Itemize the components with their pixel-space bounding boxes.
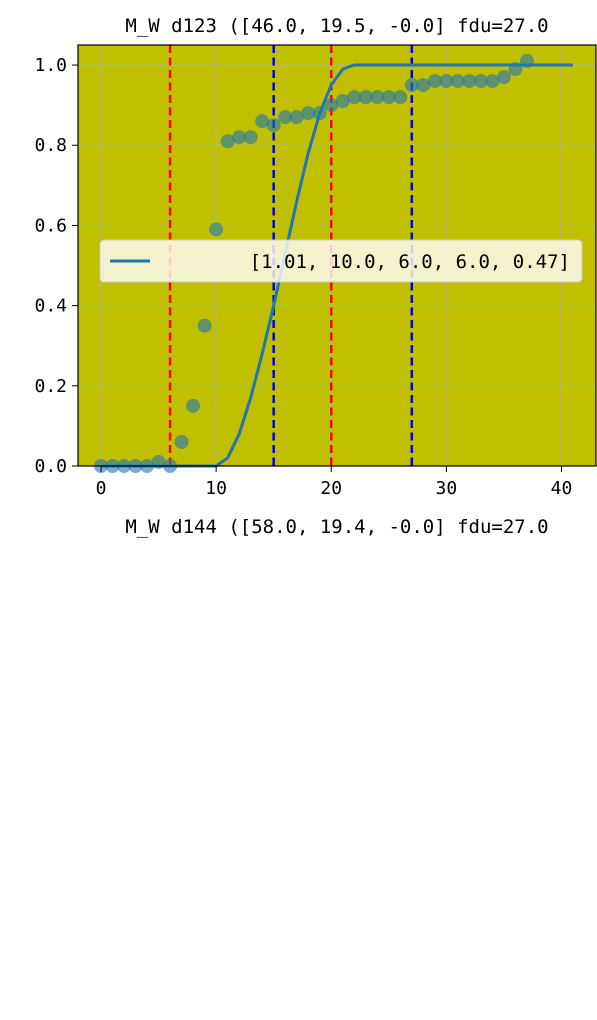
chart-1-xtick-label-4: 40 xyxy=(551,478,573,499)
chart-1-point-15 xyxy=(266,118,281,133)
chart-2-title: M_W d144 ([58.0, 19.4, -0.0] fdu=27.0 xyxy=(125,516,548,538)
chart-1-point-28 xyxy=(416,78,431,93)
chart-1-point-22 xyxy=(347,90,362,105)
chart-1-point-24 xyxy=(370,90,385,105)
chart-1-point-14 xyxy=(255,114,270,129)
chart-1-xtick-label-1: 10 xyxy=(205,478,227,499)
chart-1-point-13 xyxy=(243,130,258,145)
chart-1-point-30 xyxy=(439,74,454,89)
chart-1-xtick-label-2: 20 xyxy=(320,478,342,499)
chart-1-xtick-label-0: 0 xyxy=(96,478,107,499)
chart-1-point-23 xyxy=(358,90,373,105)
chart-1-ytick-label-3: 0.6 xyxy=(34,215,67,236)
chart-1-point-29 xyxy=(427,74,442,89)
chart-1-point-32 xyxy=(462,74,477,89)
chart-1-point-27 xyxy=(404,78,419,93)
chart-1-point-34 xyxy=(485,74,500,89)
chart-1-point-8 xyxy=(186,398,201,413)
chart-1-ytick-label-2: 0.4 xyxy=(34,296,67,317)
chart-1-ytick-label-4: 0.8 xyxy=(34,135,67,156)
chart-1-point-17 xyxy=(289,110,304,125)
chart-1-point-35 xyxy=(496,70,511,85)
chart-1-axes-frame xyxy=(77,44,597,467)
chart-2: M_W d144 ([58.0, 19.4, -0.0] fdu=27.0 xyxy=(125,516,548,538)
chart-1-legend-label: [1.01, 10.0, 6.0, 6.0, 0.47] xyxy=(250,251,570,273)
chart-1-ytick-label-0: 0.0 xyxy=(34,456,67,477)
chart-1-point-11 xyxy=(220,134,235,149)
chart-1-point-25 xyxy=(381,90,396,105)
chart-1-point-12 xyxy=(232,130,247,145)
chart-1-point-7 xyxy=(174,434,189,449)
chart-1-point-26 xyxy=(393,90,408,105)
chart-1-point-18 xyxy=(301,106,316,121)
chart-1-xtick-label-3: 30 xyxy=(436,478,458,499)
chart-1-point-16 xyxy=(278,110,293,125)
chart-1-title: M_W d123 ([46.0, 19.5, -0.0] fdu=27.0010… xyxy=(125,15,548,37)
chart-1-point-10 xyxy=(209,222,224,237)
chart-1-point-31 xyxy=(450,74,465,89)
chart-1-point-20 xyxy=(324,98,339,113)
chart-1-point-21 xyxy=(335,94,350,109)
chart-1-ytick-label-1: 0.2 xyxy=(34,376,67,397)
chart-1-point-33 xyxy=(473,74,488,89)
chart-1-legend-box xyxy=(99,239,583,283)
chart-1-point-9 xyxy=(197,318,212,333)
chart-1: M_W d123 ([46.0, 19.5, -0.0] fdu=27.0 0 10… xyxy=(34,15,597,499)
chart-1-ytick-label-5: 1.0 xyxy=(34,55,67,76)
